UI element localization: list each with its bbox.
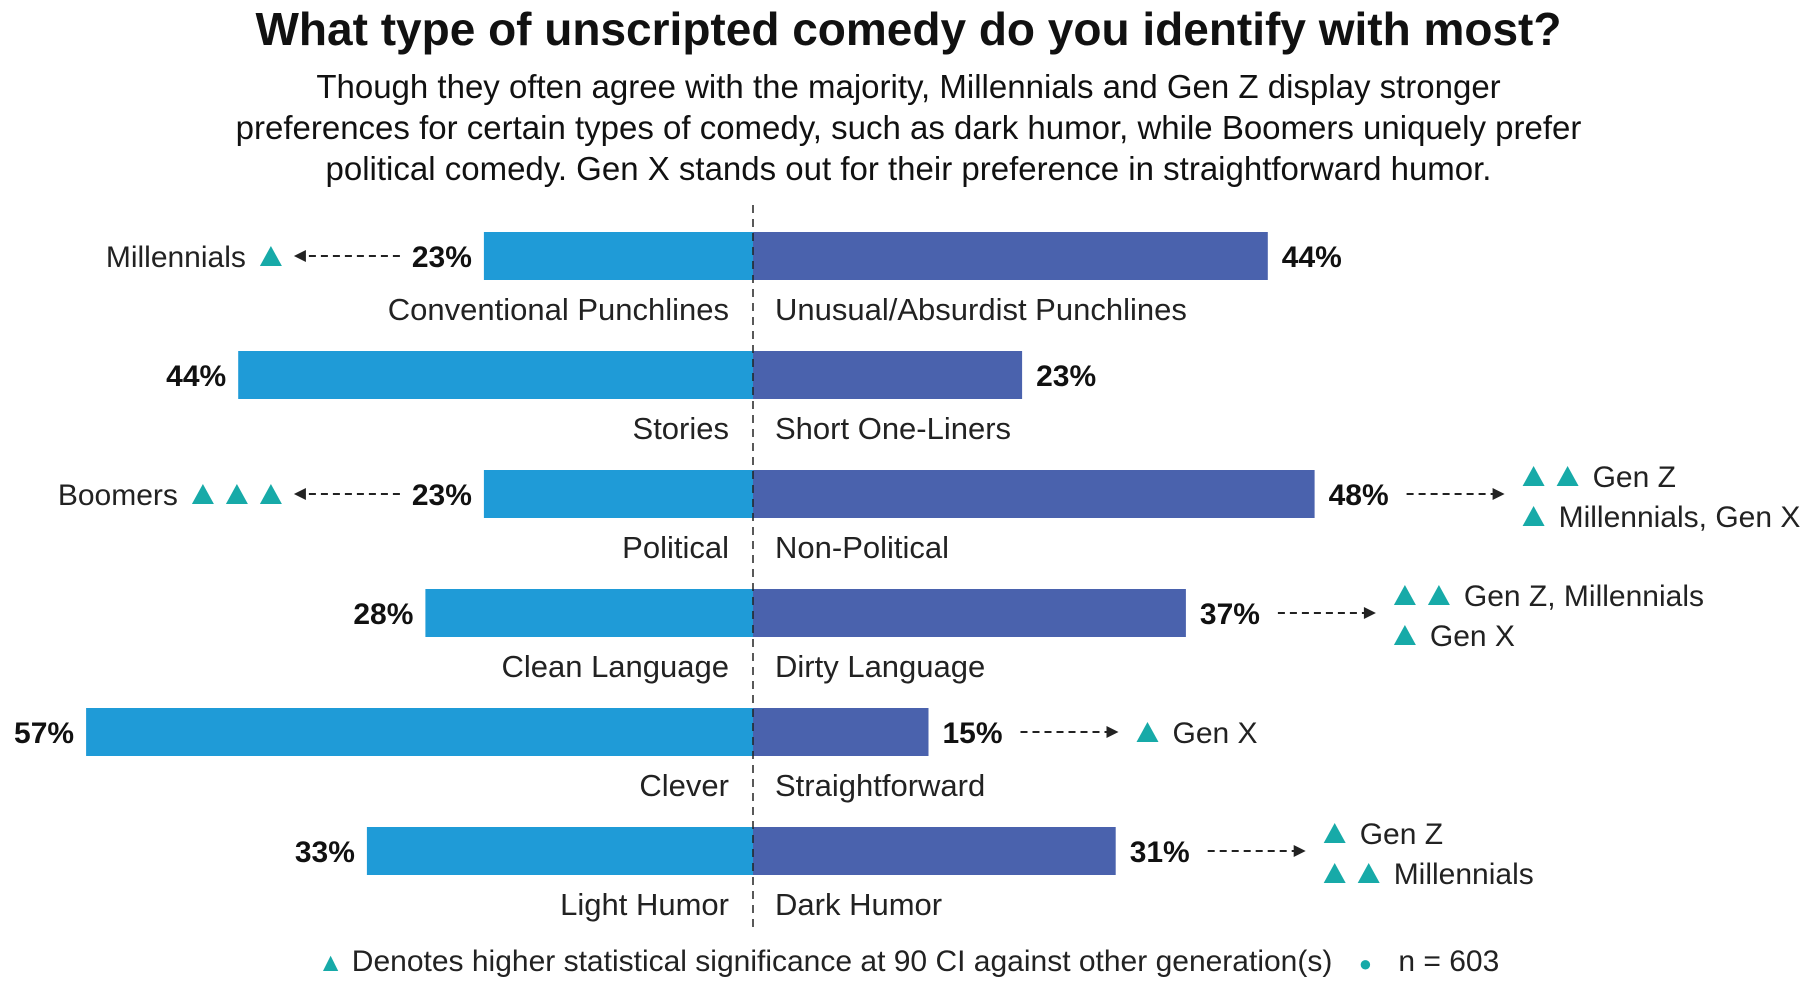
value-label-left: 33% xyxy=(295,836,355,869)
value-label-right: 44% xyxy=(1282,241,1342,274)
category-label-right: Dirty Language xyxy=(775,649,985,684)
significance-triangle-icon xyxy=(259,246,282,266)
annotation-arrow-right xyxy=(1406,488,1505,500)
bar-left xyxy=(238,351,753,399)
value-label-right: 15% xyxy=(943,717,1003,750)
significance-triangle-icon xyxy=(1393,625,1416,645)
annotation-arrow-left xyxy=(293,250,400,262)
arrow-head-icon xyxy=(1363,607,1376,619)
significance-triangle-icon xyxy=(191,484,214,504)
significance-triangle-icon xyxy=(1323,863,1346,883)
chart-subtitle: Though they often agree with the majorit… xyxy=(50,66,1767,189)
category-label-right: Non-Political xyxy=(775,530,949,565)
sample-size: n = 603 xyxy=(1398,945,1500,978)
arrow-head-icon xyxy=(1492,488,1505,500)
bar-left xyxy=(86,708,754,756)
bar-right xyxy=(753,232,1268,280)
bar-right xyxy=(753,351,1023,399)
annotation-text-right: Millennials, Gen X xyxy=(1559,501,1801,534)
significance-triangle-icon xyxy=(225,484,248,504)
annotation-arrow-right xyxy=(1277,607,1376,619)
significance-triangle-icon xyxy=(1522,466,1545,486)
bar-left xyxy=(366,827,753,875)
significance-triangle-icon xyxy=(1323,823,1346,843)
significance-note: Denotes higher statistical significance … xyxy=(351,945,1333,978)
category-label-right: Short One-Liners xyxy=(775,411,1011,446)
significance-triangle-icon xyxy=(1393,585,1416,605)
bar-right xyxy=(753,470,1315,518)
annotation-text-left: Millennials xyxy=(106,241,246,274)
value-label-left: 23% xyxy=(412,479,472,512)
annotation-arrow-right xyxy=(1207,845,1306,857)
arrow-head-icon xyxy=(1106,726,1119,738)
chart-title: What type of unscripted comedy do you id… xyxy=(255,3,1562,55)
bar-right xyxy=(753,708,929,756)
subtitle-line: political comedy. Gen X stands out for t… xyxy=(325,150,1492,187)
bar-right xyxy=(753,589,1186,637)
category-label-right: Unusual/Absurdist Punchlines xyxy=(775,292,1187,327)
value-label-left: 28% xyxy=(353,598,413,631)
annotation-text-right: Gen Z xyxy=(1360,818,1443,851)
category-label-left: Conventional Punchlines xyxy=(388,292,729,327)
annotation-text-right: Millennials xyxy=(1394,858,1534,891)
subtitle-line: preferences for certain types of comedy,… xyxy=(235,109,1582,146)
value-label-right: 23% xyxy=(1036,360,1096,393)
value-label-left: 44% xyxy=(166,360,226,393)
arrow-head-icon xyxy=(1293,845,1306,857)
bar-left xyxy=(483,232,753,280)
diverging-bar-chart: 23% 44% Conventional Punchlines Unusual/Abs… xyxy=(14,205,1801,930)
significance-triangle-icon xyxy=(259,484,282,504)
category-label-left: Stories xyxy=(633,411,729,446)
bar-left xyxy=(483,470,753,518)
significance-triangle-icon xyxy=(1556,466,1579,486)
bar-left xyxy=(425,589,753,637)
annotation-text-right: Gen Z xyxy=(1593,461,1676,494)
annotation-arrow-right xyxy=(1020,726,1119,738)
category-label-right: Dark Humor xyxy=(775,887,942,922)
arrow-head-icon xyxy=(293,250,306,262)
value-label-right: 37% xyxy=(1200,598,1260,631)
category-label-left: Light Humor xyxy=(560,887,729,922)
significance-triangle-icon xyxy=(1136,722,1159,742)
annotation-text-left: Boomers xyxy=(58,479,178,512)
subtitle-line: Though they often agree with the majorit… xyxy=(316,68,1501,105)
category-label-left: Political xyxy=(622,530,729,565)
category-label-right: Straightforward xyxy=(775,768,985,803)
bar-right xyxy=(753,827,1116,875)
significance-triangle-icon xyxy=(1357,863,1380,883)
significance-triangle-icon: ▲ xyxy=(317,947,344,977)
annotation-arrow-left xyxy=(293,488,400,500)
annotation-text-right: Gen X xyxy=(1430,620,1515,653)
annotation-text-right: Gen Z, Millennials xyxy=(1464,580,1704,613)
category-label-left: Clean Language xyxy=(501,649,729,684)
value-label-left: 57% xyxy=(14,717,74,750)
significance-triangle-icon xyxy=(1427,585,1450,605)
value-label-left: 23% xyxy=(412,241,472,274)
category-label-left: Clever xyxy=(639,768,729,803)
separator-dot-icon: ● xyxy=(1358,951,1372,976)
annotation-text-right: Gen X xyxy=(1173,717,1258,750)
chart-footer: ▲ Denotes higher statistical significanc… xyxy=(0,945,1817,979)
significance-triangle-icon xyxy=(1522,506,1545,526)
value-label-right: 31% xyxy=(1130,836,1190,869)
value-label-right: 48% xyxy=(1329,479,1389,512)
arrow-head-icon xyxy=(293,488,306,500)
